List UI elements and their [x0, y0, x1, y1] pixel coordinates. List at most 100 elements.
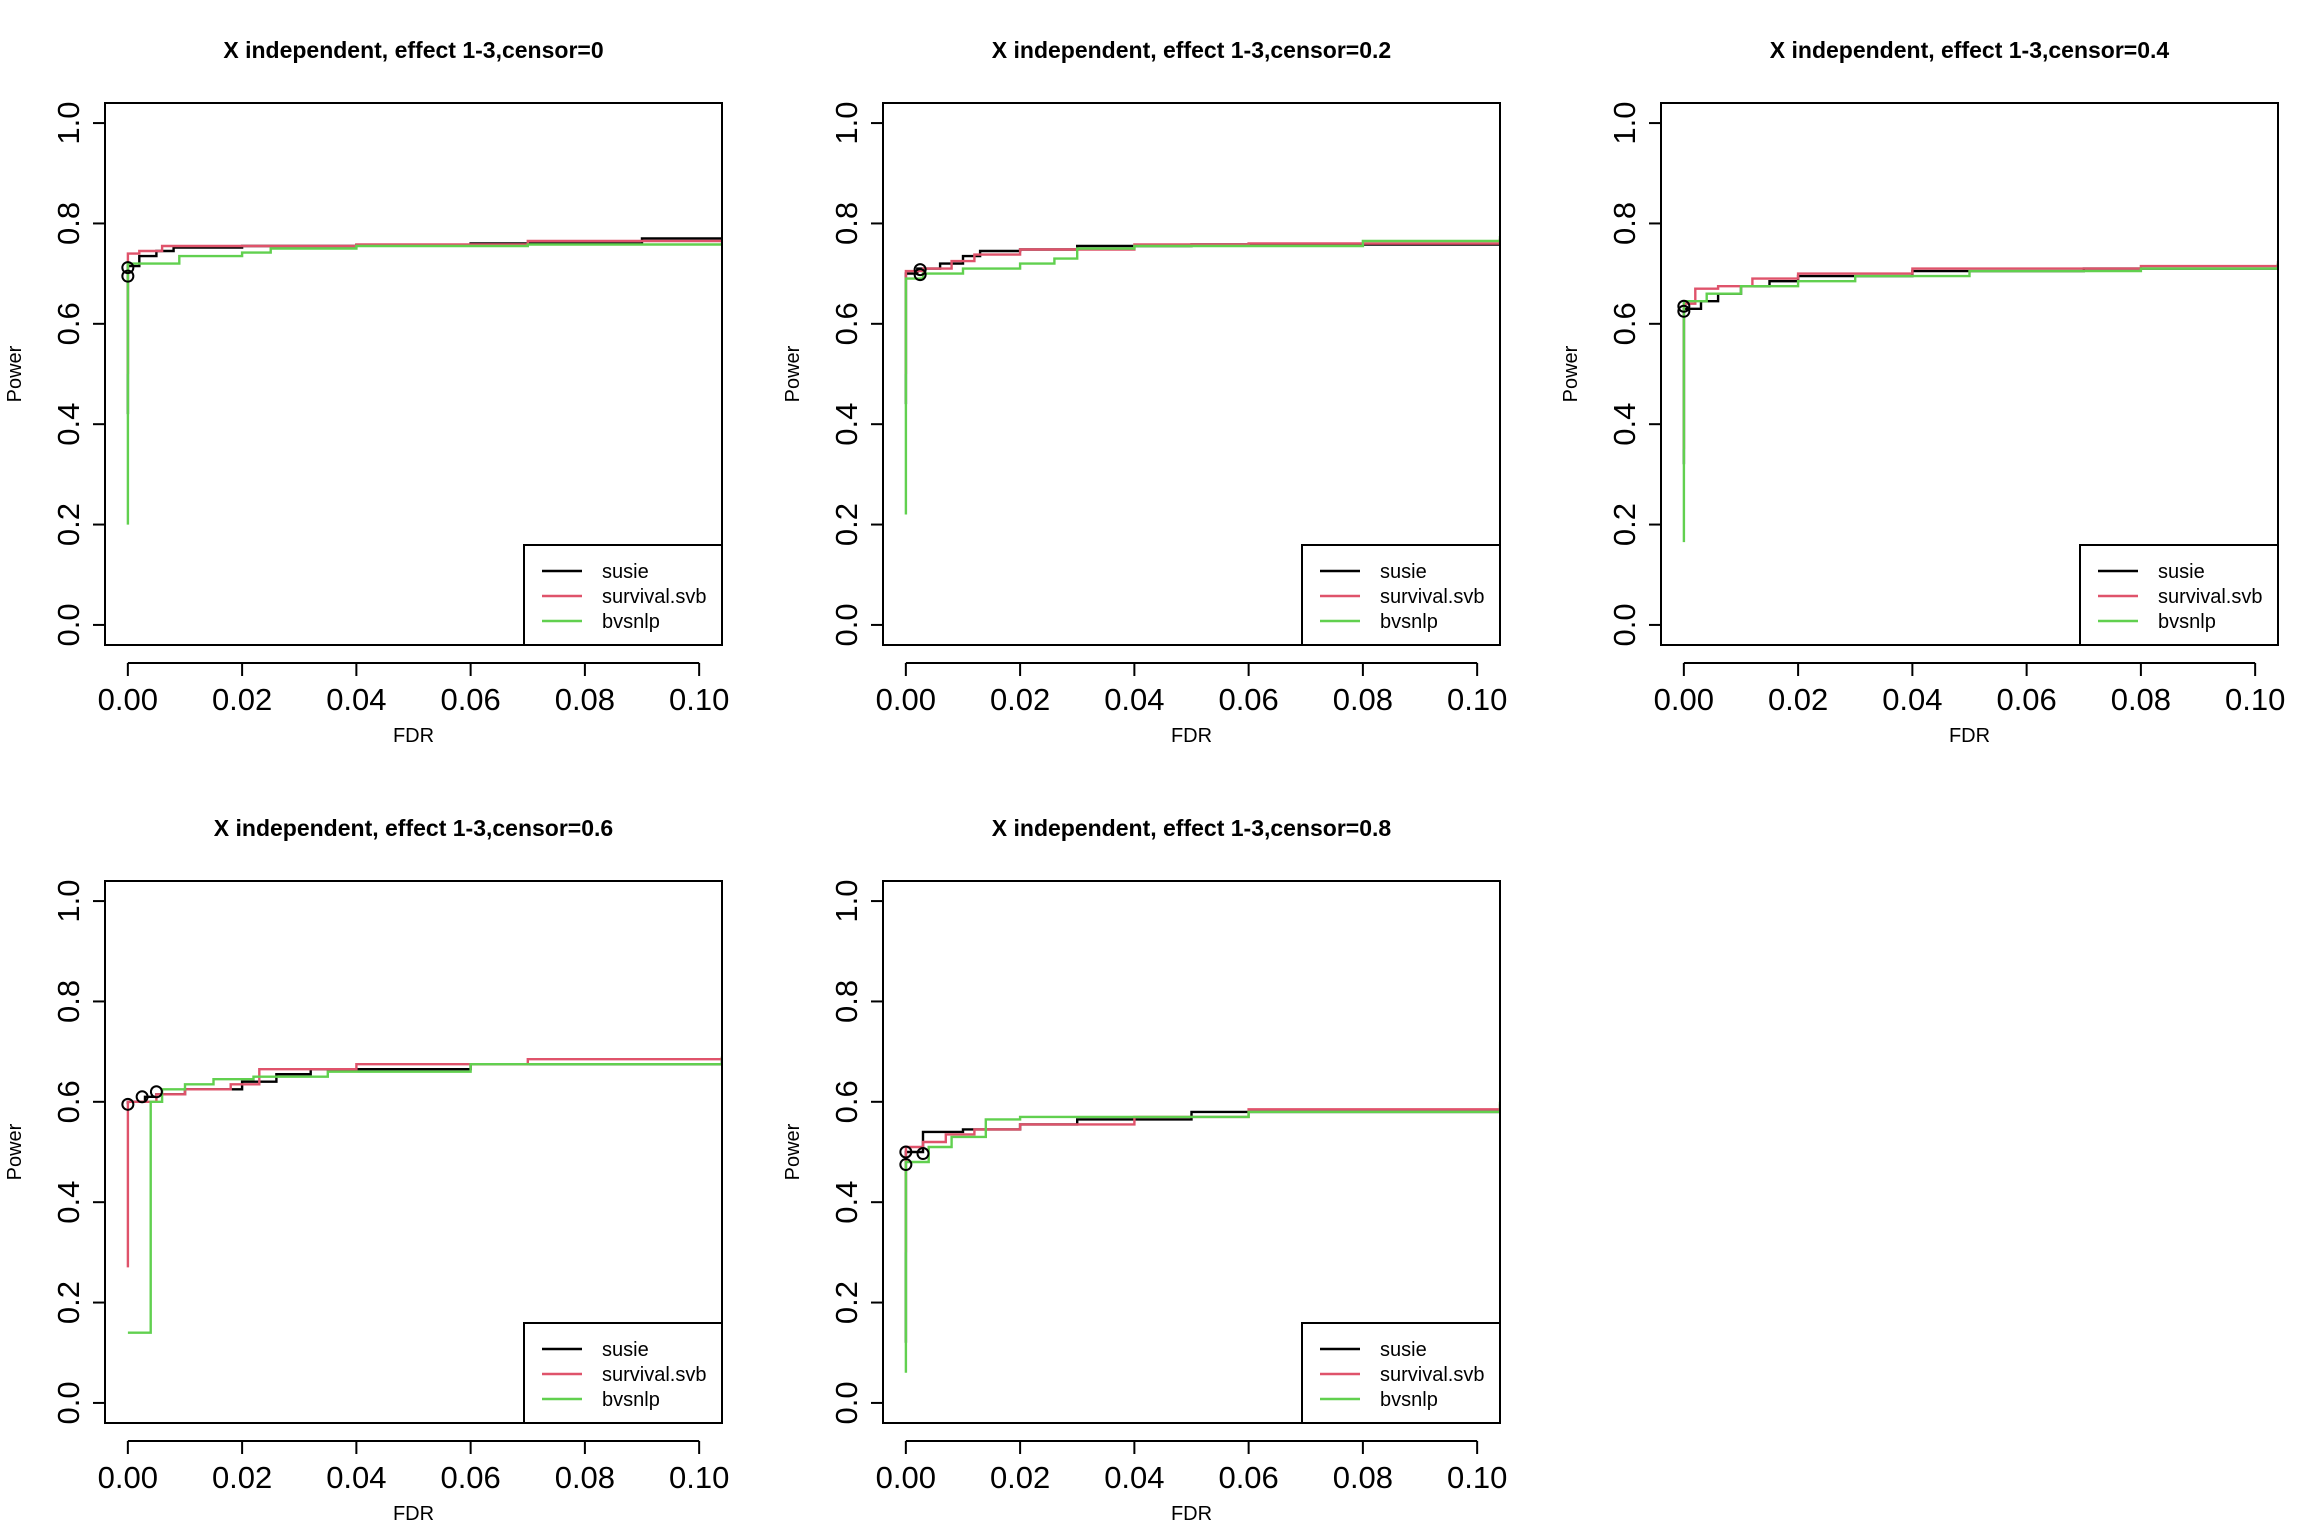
- data-point: [1677, 304, 1691, 318]
- x-tick-label: 0.02: [990, 682, 1050, 717]
- legend-label: bvsnlp: [2158, 611, 2216, 633]
- data-point: [121, 261, 135, 275]
- y-tick-label: 0.6: [829, 1080, 864, 1123]
- y-tick-label: 0.4: [1607, 403, 1642, 446]
- x-tick-label: 0.02: [212, 1460, 272, 1495]
- chart-panel-2: X independent, effect 1-3,censor=0.20.00…: [782, 37, 1507, 747]
- x-tick-label: 0.06: [1218, 682, 1278, 717]
- data-point: [916, 1147, 930, 1161]
- y-tick-label: 1.0: [51, 880, 86, 923]
- data-point: [913, 263, 927, 277]
- data-point: [121, 1097, 135, 1111]
- legend-label: survival.svb: [602, 1364, 706, 1386]
- legend-label: survival.svb: [1380, 586, 1484, 608]
- y-axis: 0.0 0.2 0.4 0.6 0.8 1.0: [51, 102, 105, 646]
- x-axis: 0.00 0.02 0.04 0.06 0.08 0.10: [876, 662, 1507, 717]
- legend-label: bvsnlp: [602, 1389, 660, 1411]
- x-tick-label: 0.10: [1447, 1460, 1507, 1495]
- series-line-bvsnlp: [1682, 263, 2278, 543]
- data-point: [1677, 299, 1691, 313]
- legend-label: susie: [1380, 561, 1427, 583]
- y-tick-label: 0.0: [51, 603, 86, 646]
- series-line-survival-svb: [904, 1104, 1500, 1253]
- x-axis: 0.00 0.02 0.04 0.06 0.08 0.10: [98, 662, 729, 717]
- y-tick-label: 1.0: [829, 880, 864, 923]
- data-point: [899, 1145, 913, 1159]
- data-point: [135, 1090, 149, 1104]
- y-axis-label: Power: [782, 1123, 804, 1180]
- x-tick-label: 0.08: [555, 682, 615, 717]
- x-axis-label: FDR: [393, 1503, 434, 1525]
- y-tick-label: 0.4: [829, 403, 864, 446]
- legend-label: susie: [602, 561, 649, 583]
- x-tick-label: 0.04: [326, 682, 386, 717]
- series-line-susie: [126, 1059, 722, 1105]
- y-tick-label: 0.8: [829, 980, 864, 1023]
- y-axis: 0.0 0.2 0.4 0.6 0.8 1.0: [829, 880, 883, 1424]
- y-tick-label: 1.0: [1607, 102, 1642, 145]
- y-axis-label: Power: [4, 1123, 26, 1180]
- plot-frame: [882, 880, 1501, 1424]
- chart-title: X independent, effect 1-3,censor=0.2: [992, 37, 1391, 63]
- y-tick-label: 0.2: [51, 1281, 86, 1324]
- x-tick-label: 0.06: [1996, 682, 2056, 717]
- plot-frame: [104, 880, 723, 1424]
- chart-title: X independent, effect 1-3,censor=0.4: [1770, 37, 2170, 63]
- series-line-survival-svb: [126, 239, 722, 374]
- data-point: [121, 269, 135, 283]
- x-tick-label: 0.10: [1447, 682, 1507, 717]
- series-line-survival-svb: [904, 238, 1500, 374]
- chart-panel-4: X independent, effect 1-3,censor=0.60.00…: [4, 815, 729, 1525]
- x-tick-label: 0.08: [555, 1460, 615, 1495]
- chart-panel-1: X independent, effect 1-3,censor=00.00 0.…: [4, 37, 729, 747]
- y-tick-label: 0.4: [829, 1181, 864, 1224]
- chart-title: X independent, effect 1-3,censor=0.8: [992, 815, 1392, 841]
- x-axis: 0.00 0.02 0.04 0.06 0.08 0.10: [876, 1440, 1507, 1495]
- series-line-survival-svb: [1682, 261, 2278, 450]
- x-tick-label: 0.02: [1768, 682, 1828, 717]
- y-tick-label: 0.6: [51, 302, 86, 345]
- legend-label: bvsnlp: [1380, 1389, 1438, 1411]
- plot-frame: [104, 102, 723, 646]
- y-tick-label: 0.0: [1607, 603, 1642, 646]
- x-axis: 0.00 0.02 0.04 0.06 0.08 0.10: [1654, 662, 2285, 717]
- y-tick-label: 0.0: [829, 1381, 864, 1424]
- legend-label: susie: [1380, 1339, 1427, 1361]
- chart-title: X independent, effect 1-3,censor=0.6: [214, 815, 613, 841]
- x-tick-label: 0.00: [876, 682, 936, 717]
- y-tick-label: 0.4: [51, 403, 86, 446]
- y-tick-label: 1.0: [51, 102, 86, 145]
- y-axis: 0.0 0.2 0.4 0.6 0.8 1.0: [1607, 102, 1661, 646]
- data-point: [899, 1158, 913, 1172]
- y-tick-label: 0.8: [829, 202, 864, 245]
- y-tick-label: 0.8: [51, 980, 86, 1023]
- x-axis-label: FDR: [1171, 725, 1212, 747]
- y-axis: 0.0 0.2 0.4 0.6 0.8 1.0: [51, 880, 105, 1424]
- legend-label: bvsnlp: [1380, 611, 1438, 633]
- y-tick-label: 0.8: [1607, 202, 1642, 245]
- x-tick-label: 0.10: [2225, 682, 2285, 717]
- series-line-susie: [904, 1109, 1500, 1343]
- y-tick-label: 0.8: [51, 202, 86, 245]
- series-line-bvsnlp: [126, 242, 722, 525]
- series-line-bvsnlp: [904, 1101, 1500, 1373]
- y-axis-label: Power: [1560, 345, 1582, 402]
- legend-label: bvsnlp: [602, 611, 660, 633]
- y-tick-label: 0.0: [829, 603, 864, 646]
- chart-title: X independent, effect 1-3,censor=0: [223, 37, 603, 63]
- y-axis: 0.0 0.2 0.4 0.6 0.8 1.0: [829, 102, 883, 646]
- x-tick-label: 0.08: [2111, 682, 2171, 717]
- series-line-survival-svb: [126, 1056, 722, 1268]
- x-tick-label: 0.00: [1654, 682, 1714, 717]
- x-tick-label: 0.04: [1104, 682, 1164, 717]
- data-point: [149, 1085, 163, 1099]
- y-tick-label: 0.4: [51, 1181, 86, 1224]
- x-tick-label: 0.06: [440, 682, 500, 717]
- y-tick-label: 1.0: [829, 102, 864, 145]
- chart-panel-3: X independent, effect 1-3,censor=0.40.00…: [1560, 37, 2285, 747]
- legend: susie survival.svb bvsnlp: [2079, 544, 2279, 646]
- x-tick-label: 0.08: [1333, 1460, 1393, 1495]
- legend-label: survival.svb: [1380, 1364, 1484, 1386]
- x-tick-label: 0.02: [990, 1460, 1050, 1495]
- x-axis-label: FDR: [393, 725, 434, 747]
